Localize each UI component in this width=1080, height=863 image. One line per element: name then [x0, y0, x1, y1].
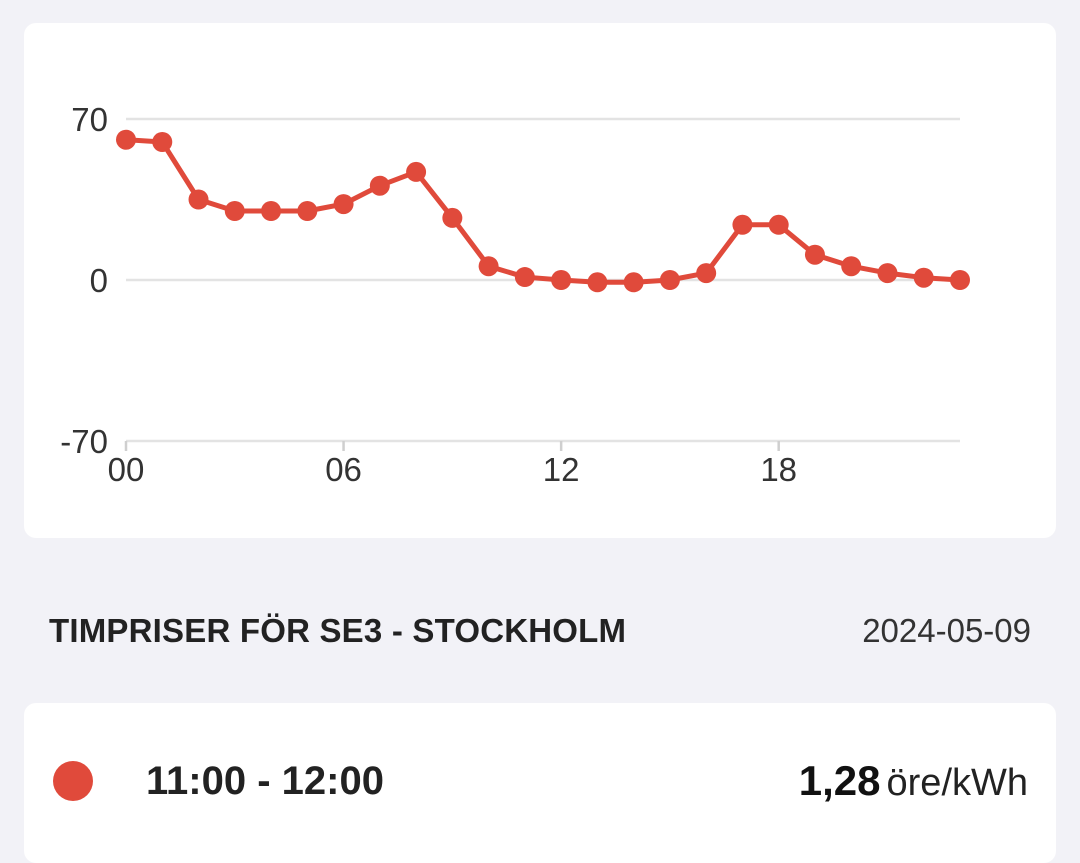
data-point[interactable] — [152, 132, 173, 152]
data-point[interactable] — [841, 256, 862, 277]
data-point[interactable] — [732, 214, 753, 235]
section-header: TIMPRISER FÖR SE3 - STOCKHOLM 2024-05-09 — [49, 612, 1031, 656]
data-point[interactable] — [950, 270, 970, 290]
price-line — [123, 137, 963, 285]
data-point[interactable] — [297, 201, 318, 221]
x-tick-label: 00 — [108, 451, 145, 488]
data-point[interactable] — [804, 244, 825, 265]
y-tick-label: 70 — [71, 101, 108, 138]
data-point[interactable] — [188, 189, 209, 210]
data-point[interactable] — [406, 161, 427, 182]
data-point[interactable] — [514, 267, 535, 288]
data-point[interactable] — [913, 267, 934, 288]
price-unit: öre/kWh — [886, 762, 1028, 804]
data-point[interactable] — [696, 263, 717, 284]
x-tick-label: 18 — [760, 451, 797, 488]
data-point[interactable] — [261, 201, 282, 221]
time-range: 11:00 - 12:00 — [146, 759, 384, 803]
data-point[interactable] — [659, 270, 680, 290]
x-tick-label: 12 — [543, 451, 580, 488]
price: 1,28 öre/kWh — [799, 757, 1028, 805]
price-value: 1,28 — [798, 757, 881, 804]
data-point[interactable] — [333, 194, 354, 215]
x-tick-label: 06 — [325, 451, 362, 488]
section-title: TIMPRISER FÖR SE3 - STOCKHOLM — [49, 612, 627, 649]
data-point[interactable] — [768, 214, 789, 235]
hour-price-row[interactable]: 11:00 - 12:00 1,28 öre/kWh — [24, 751, 1056, 815]
data-point[interactable] — [442, 207, 463, 228]
data-point[interactable] — [369, 175, 390, 196]
data-point[interactable] — [551, 270, 572, 290]
y-tick-label: 0 — [90, 262, 108, 299]
data-point[interactable] — [116, 129, 136, 150]
y-tick-label: -70 — [60, 423, 108, 460]
price-chart-card: 70 0 -70 00 06 12 18 — [24, 23, 1056, 538]
hour-price-card[interactable]: 11:00 - 12:00 1,28 öre/kWh — [24, 703, 1056, 863]
data-point[interactable] — [587, 272, 608, 293]
data-point[interactable] — [224, 201, 245, 221]
selected-dot-icon — [53, 761, 93, 801]
data-point[interactable] — [478, 256, 499, 277]
data-point[interactable] — [623, 272, 644, 293]
section-date: 2024-05-09 — [862, 612, 1031, 649]
data-point[interactable] — [877, 263, 898, 284]
